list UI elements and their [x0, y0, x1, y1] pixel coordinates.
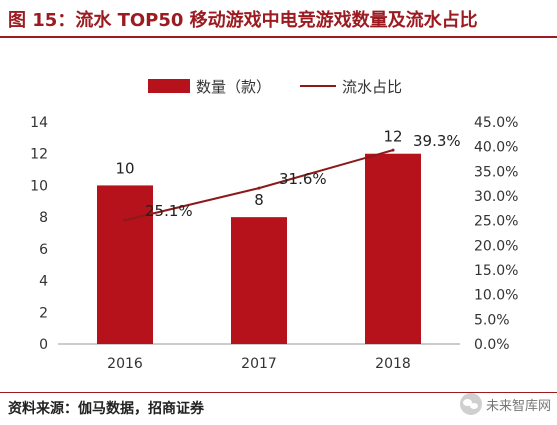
y-right-tick-label: 0.0%: [474, 337, 510, 353]
line-point: [257, 186, 261, 190]
y-right-tick-label: 45.0%: [474, 115, 518, 131]
y-left-tick-label: 14: [30, 115, 48, 131]
bar-value-label: 12: [383, 128, 402, 146]
source-rule: [0, 392, 557, 393]
line-value-label: 31.6%: [279, 170, 327, 188]
line-value-label: 25.1%: [145, 202, 193, 220]
line-value-label: 39.3%: [413, 132, 461, 150]
y-right-tick-label: 35.0%: [474, 164, 518, 180]
y-left-tick-label: 10: [30, 178, 48, 194]
x-tick-label: 2016: [107, 356, 143, 372]
y-left-tick-label: 6: [39, 242, 48, 258]
line-point: [123, 218, 127, 222]
y-right-tick-label: 30.0%: [474, 189, 518, 205]
y-left-tick-label: 12: [30, 147, 48, 163]
legend-label-line: 流水占比: [342, 78, 402, 96]
watermark-text: 未来智库网: [485, 398, 551, 414]
y-right-tick-label: 15.0%: [474, 263, 518, 279]
y-right-tick-label: 40.0%: [474, 140, 518, 156]
bar: [365, 153, 421, 344]
watermark: 未来智库网: [459, 393, 551, 415]
y-left-tick-label: 4: [39, 274, 48, 290]
title-rule: [0, 36, 557, 38]
line-point: [391, 148, 395, 152]
legend-swatch-bar: [148, 79, 190, 93]
figure-title: 图 15：流水 TOP50 移动游戏中电竞游戏数量及流水占比: [8, 10, 478, 31]
legend-label-bar: 数量（款）: [196, 78, 271, 96]
y-right-tick-label: 10.0%: [474, 288, 518, 304]
y-left-tick-label: 8: [39, 210, 48, 226]
bar-value-label: 10: [115, 159, 134, 177]
x-tick-label: 2018: [375, 356, 411, 372]
bar: [231, 217, 287, 344]
wechat-icon: [459, 393, 482, 415]
y-left-tick-label: 2: [39, 305, 48, 321]
combo-chart: 数量（款） 流水占比 0 2 4 6 8 10 12 14 0.0% 5.0% 10.0% 15.0% 20…: [30, 78, 518, 372]
y-right-tick-label: 20.0%: [474, 238, 518, 254]
y-right-tick-label: 5.0%: [474, 312, 510, 328]
source-note: 资料来源：伽马数据，招商证券: [8, 401, 204, 417]
bar: [97, 185, 153, 344]
bar-value-label: 8: [254, 191, 264, 209]
y-right-tick-label: 25.0%: [474, 214, 518, 230]
x-tick-label: 2017: [241, 356, 277, 372]
y-left-tick-label: 0: [39, 337, 48, 353]
